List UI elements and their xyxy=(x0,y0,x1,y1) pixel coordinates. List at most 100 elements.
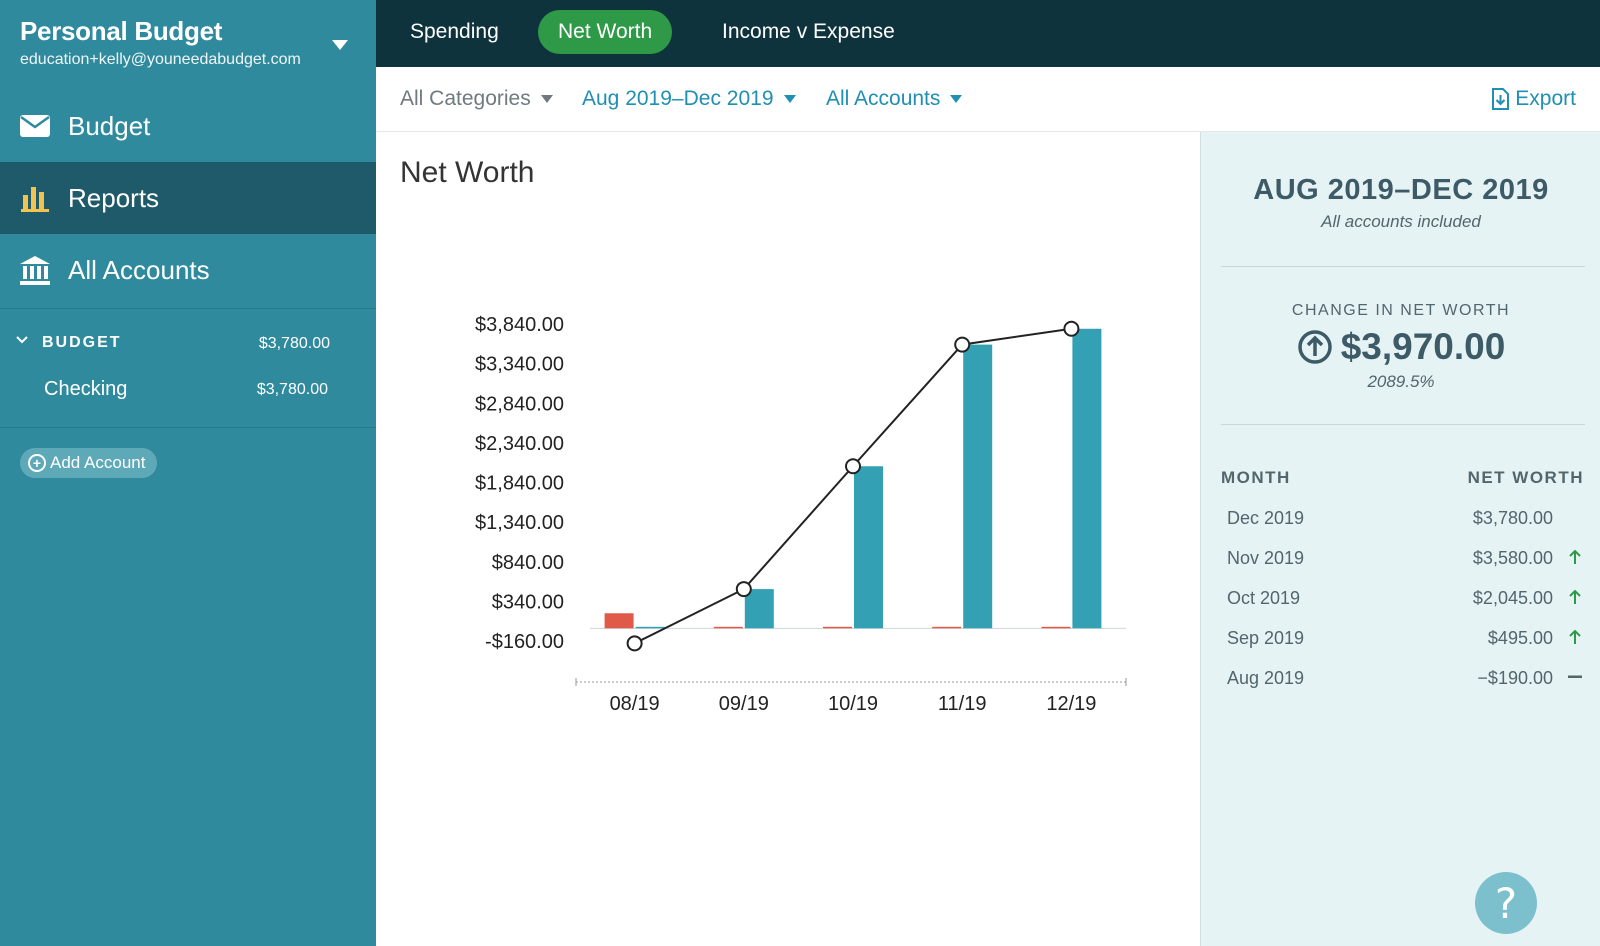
table-row: Nov 2019 $3,580.00 xyxy=(1201,538,1600,578)
account-balance: $3,780.00 xyxy=(256,381,328,398)
row-net-worth: $3,780.00 xyxy=(1472,508,1553,528)
x-tick-label: 11/19 xyxy=(938,693,987,715)
debt-bar xyxy=(713,626,743,629)
row-month: Aug 2019 xyxy=(1227,668,1305,688)
row-net-worth: $2,045.00 xyxy=(1472,588,1553,608)
account-group-budget[interactable]: BUDGET $3,780.00 xyxy=(0,326,376,362)
arrow-up-icon xyxy=(1565,586,1585,608)
add-account-button[interactable]: + Add Account xyxy=(20,448,158,478)
categories-filter-label: All Categories xyxy=(400,87,531,110)
x-tick-label: 09/19 xyxy=(719,693,769,715)
budget-switcher[interactable]: Personal Budget education+kelly@youneeda… xyxy=(0,0,376,80)
summary-date-range: AUG 2019–DEC 2019 xyxy=(1253,174,1549,206)
account-email: education+kelly@youneedabudget.com xyxy=(20,51,301,68)
change-percent: 2089.5% xyxy=(1367,372,1435,391)
report-tabs-bar: Spending Net Worth Income v Expense xyxy=(376,0,1600,67)
column-header-month: MONTH xyxy=(1221,468,1291,487)
export-label: Export xyxy=(1515,87,1576,110)
row-month: Oct 2019 xyxy=(1227,588,1301,608)
sidebar: Personal Budget education+kelly@youneeda… xyxy=(0,0,376,946)
date-range-filter-label: Aug 2019–Dec 2019 xyxy=(582,87,774,110)
summary-subtitle: All accounts included xyxy=(1321,212,1481,231)
row-month: Nov 2019 xyxy=(1227,548,1305,568)
nav-reports[interactable]: Reports xyxy=(0,162,376,234)
debt-bar xyxy=(1041,626,1071,629)
asset-bar xyxy=(963,344,993,629)
y-tick-label: $840.00 xyxy=(492,552,564,574)
arrow-up-circle-icon xyxy=(1297,329,1333,365)
chart-panel: Net Worth $3,840.00 $3,340.00 $2,840.00 $2,… xyxy=(376,132,1200,946)
asset-bar xyxy=(854,466,883,629)
x-tick-label: 10/19 xyxy=(828,693,878,715)
summary-divider xyxy=(1221,266,1585,267)
export-button[interactable]: Export xyxy=(1491,87,1576,111)
dash-icon xyxy=(1565,666,1585,688)
chart-title: Net Worth xyxy=(400,156,535,189)
bank-icon xyxy=(18,253,52,287)
asset-bar xyxy=(744,589,774,629)
table-row: Aug 2019 −$190.00 xyxy=(1201,658,1600,698)
net-worth-point xyxy=(1063,320,1080,337)
nav-budget[interactable]: Budget xyxy=(0,90,376,162)
nav-reports-label: Reports xyxy=(68,182,160,213)
caret-down-icon xyxy=(540,95,553,103)
accounts-filter-label: All Accounts xyxy=(826,87,941,110)
nav-all-accounts-label: All Accounts xyxy=(68,254,210,285)
net-worth-point xyxy=(845,458,861,475)
budget-name: Personal Budget xyxy=(20,16,223,46)
help-button[interactable]: ? xyxy=(1475,872,1537,934)
tab-net-worth[interactable]: Net Worth xyxy=(538,10,673,54)
y-tick-label: $1,840.00 xyxy=(475,473,564,495)
y-tick-label: -$160.00 xyxy=(485,631,564,653)
asset-bar xyxy=(635,626,665,629)
y-tick-label: $1,340.00 xyxy=(475,512,564,534)
debt-bar xyxy=(932,626,962,629)
net-worth-chart: $3,840.00 $3,340.00 $2,840.00 $2,340.00 $1,8… xyxy=(475,314,1127,715)
summary-divider xyxy=(1221,424,1585,425)
plus-circle-icon: + xyxy=(28,454,46,472)
tab-income-v-expense[interactable]: Income v Expense xyxy=(722,20,895,43)
table-row: Dec 2019 $3,780.00 xyxy=(1201,498,1600,538)
column-header-net-worth: NET WORTH xyxy=(1467,468,1584,487)
y-tick-label: $340.00 xyxy=(492,591,564,613)
x-tick-label: 12/19 xyxy=(1046,693,1096,715)
sidebar-divider xyxy=(0,308,376,309)
y-tick-label: $2,840.00 xyxy=(475,393,564,415)
categories-filter[interactable]: All Categories xyxy=(400,87,553,111)
nav-all-accounts[interactable]: All Accounts xyxy=(0,234,376,306)
account-name: Checking xyxy=(44,378,128,400)
row-month: Dec 2019 xyxy=(1227,508,1305,528)
sidebar-divider xyxy=(0,427,376,428)
envelope-icon xyxy=(18,109,52,143)
table-row: Oct 2019 $2,045.00 xyxy=(1201,578,1600,618)
account-group-label: BUDGET xyxy=(42,334,122,351)
change-value: $3,970.00 xyxy=(1340,326,1506,367)
account-checking[interactable]: Checking $3,780.00 xyxy=(0,372,376,408)
bar-chart-icon xyxy=(18,181,52,215)
export-icon xyxy=(1491,88,1510,110)
caret-down-icon[interactable] xyxy=(332,40,348,50)
accounts-filter[interactable]: All Accounts xyxy=(826,87,963,111)
debt-bar xyxy=(604,613,634,629)
chevron-down-icon[interactable] xyxy=(16,332,28,348)
date-range-filter[interactable]: Aug 2019–Dec 2019 xyxy=(582,87,796,111)
caret-down-icon xyxy=(950,95,963,103)
table-row: Sep 2019 $495.00 xyxy=(1201,618,1600,658)
add-account-label: Add Account xyxy=(50,453,146,472)
arrow-up-icon xyxy=(1565,626,1585,648)
filter-bar: All Categories Aug 2019–Dec 2019 All Acc… xyxy=(376,67,1600,132)
y-tick-label: $3,340.00 xyxy=(475,354,564,376)
row-month: Sep 2019 xyxy=(1227,628,1305,648)
net-worth-point xyxy=(954,336,971,353)
account-group-amount: $3,780.00 xyxy=(258,335,330,352)
row-net-worth: $495.00 xyxy=(1487,628,1553,648)
summary-panel: AUG 2019–DEC 2019 All accounts included … xyxy=(1200,132,1600,946)
net-worth-point xyxy=(626,635,643,652)
caret-down-icon xyxy=(783,95,796,103)
row-net-worth: −$190.00 xyxy=(1477,668,1553,688)
row-net-worth: $3,580.00 xyxy=(1472,548,1553,568)
nav-budget-label: Budget xyxy=(68,110,151,141)
tab-spending[interactable]: Spending xyxy=(410,20,499,43)
net-worth-line xyxy=(634,327,1072,645)
y-tick-label: $2,340.00 xyxy=(475,433,564,455)
